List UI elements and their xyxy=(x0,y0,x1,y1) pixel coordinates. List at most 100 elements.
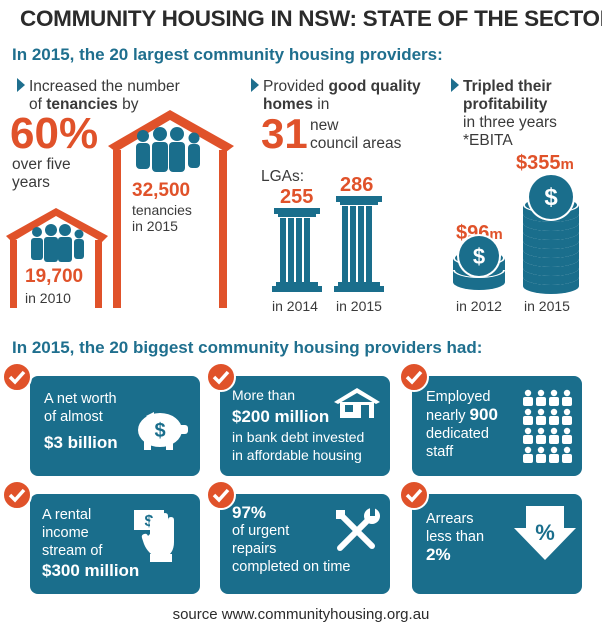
rental-line4: $300 million xyxy=(42,561,140,580)
arrears-line2: less than xyxy=(426,529,485,545)
triangle-bullet-icon xyxy=(17,78,25,92)
lga-2014-value: 255 xyxy=(280,186,314,208)
hand-money-icon: $ xyxy=(134,510,174,562)
svg-text:%: % xyxy=(535,520,555,545)
tenancies-2015-line2: in 2015 xyxy=(132,218,178,234)
card-rental-income: A rental income stream of $300 million $ xyxy=(30,494,200,594)
coin-2012-symbol: $ xyxy=(473,244,485,269)
profit-2012-year: in 2012 xyxy=(456,298,502,314)
coin-stack-2012-icon: $ xyxy=(453,234,505,290)
profit-2015-unit: m xyxy=(560,156,574,173)
check-badge-icon xyxy=(206,480,236,510)
svg-text:$: $ xyxy=(154,420,165,442)
lga-2015-year: in 2015 xyxy=(336,298,382,314)
homes-intro-bold2: homes xyxy=(263,96,313,113)
tenancies-intro-line1: Increased the number xyxy=(29,78,180,95)
homes-number: 31 xyxy=(261,110,308,157)
coins-illustration: $ $ xyxy=(453,174,579,294)
profit-2012-unit: m xyxy=(489,226,503,243)
profit-line3: in three years xyxy=(463,114,557,131)
lga-2014-year: in 2014 xyxy=(272,298,318,314)
tenancies-over-years: over five years xyxy=(12,156,71,192)
profit-2015-value: $355m xyxy=(516,152,574,175)
staff-line3: dedicated xyxy=(426,426,489,442)
profit-2015-year: in 2015 xyxy=(524,298,570,314)
profit-line4: *EBITA xyxy=(463,132,513,149)
staff-line1: Employed xyxy=(426,389,491,405)
card-arrears: Arrears less than 2% % xyxy=(412,494,582,594)
staff-line2a: nearly xyxy=(426,408,466,424)
tenancies-2015-line1: tenancies xyxy=(132,202,192,218)
tenancies-2015-label: tenancies in 2015 xyxy=(132,202,192,234)
houses-illustration xyxy=(6,110,234,308)
check-badge-icon xyxy=(2,480,32,510)
lga-2015-value: 286 xyxy=(340,174,374,196)
tenancies-2015-value: 32,500 xyxy=(132,180,191,201)
card-staff: Employed nearly 900 dedicated staff xyxy=(412,376,582,476)
lgas-label: LGAs: xyxy=(261,168,305,185)
arrears-line3: 2% xyxy=(426,545,451,564)
percent-arrow-icon: % xyxy=(514,506,576,560)
rental-line1: A rental xyxy=(42,507,92,523)
check-badge-icon xyxy=(399,480,429,510)
tenancies-2010-value: 19,700 xyxy=(25,266,84,287)
small-house-icon xyxy=(6,208,108,308)
tenancies-intro-bold: tenancies xyxy=(46,96,118,113)
triangle-bullet-icon xyxy=(451,78,459,92)
house-icon xyxy=(334,388,380,418)
profit-intro: Tripled their profitability in three yea… xyxy=(451,78,601,150)
homes-intro: Provided good quality homes in xyxy=(251,78,431,114)
repairs-line2: of urgent xyxy=(232,523,290,539)
over-line2: years xyxy=(12,174,50,191)
homes-intro-bold1: good quality xyxy=(328,78,421,95)
card-bank-debt: More than $200 million in bank debt inve… xyxy=(220,376,390,476)
homes-suffix2: council areas xyxy=(310,135,402,152)
homes-intro-in: in xyxy=(317,96,330,113)
repairs-line4: completed on time xyxy=(232,559,351,575)
networth-line3: $3 billion xyxy=(44,433,118,452)
check-badge-icon xyxy=(206,362,236,392)
card-repairs: 97% of urgent repairs completed on time xyxy=(220,494,390,594)
rental-line3: stream of xyxy=(42,543,103,559)
tools-icon xyxy=(336,508,380,551)
rental-line2: income xyxy=(42,525,89,541)
columns-illustration xyxy=(272,196,384,292)
repairs-line1: 97% xyxy=(232,503,267,522)
card-net-worth: A net worth of almost $3 billion $ xyxy=(30,376,200,476)
svg-text:$: $ xyxy=(145,513,154,530)
profit-2015-amount: $355 xyxy=(516,152,561,174)
debt-line4: in affordable housing xyxy=(232,447,362,463)
check-badge-icon xyxy=(399,362,429,392)
source-link: source www.communityhousing.org.au xyxy=(172,606,430,623)
staff-line2b: 900 xyxy=(469,405,498,424)
staff-line4: staff xyxy=(426,444,454,460)
column-2015-icon xyxy=(334,196,384,292)
people-grid-icon xyxy=(523,389,572,463)
debt-line2: $200 million xyxy=(232,407,330,426)
column-2014-icon xyxy=(272,208,322,292)
coin-stack-2015-icon: $ xyxy=(523,174,579,294)
large-house-icon xyxy=(108,110,234,308)
coin-2015-symbol: $ xyxy=(544,184,558,211)
triangle-bullet-icon xyxy=(251,78,259,92)
piggy-bank-icon: $ xyxy=(138,412,188,450)
tenancies-intro-of: of xyxy=(29,96,42,113)
tenancies-intro: Increased the number of tenancies by xyxy=(17,78,217,114)
profit-intro-bold1: Tripled their xyxy=(463,78,552,95)
homes-suffix: new council areas xyxy=(310,117,401,153)
networth-line2: of almost xyxy=(44,409,103,425)
tenancies-percent: 60% xyxy=(10,109,99,158)
over-line1: over five xyxy=(12,156,71,173)
section1-heading: In 2015, the 20 largest community housin… xyxy=(12,45,443,64)
family-icon-large xyxy=(136,127,200,172)
homes-suffix1: new xyxy=(310,117,339,134)
debt-line3: in bank debt invested xyxy=(232,429,365,445)
profit-intro-bold2: profitability xyxy=(463,96,548,113)
repairs-line3: repairs xyxy=(232,541,277,557)
arrears-line1: Arrears xyxy=(426,511,474,527)
page-title: COMMUNITY HOUSING IN NSW: STATE OF THE S… xyxy=(20,6,602,31)
debt-line1: More than xyxy=(232,387,296,403)
tenancies-2010-label: in 2010 xyxy=(25,290,71,306)
check-badge-icon xyxy=(2,362,32,392)
tenancies-intro-by: by xyxy=(122,96,139,113)
